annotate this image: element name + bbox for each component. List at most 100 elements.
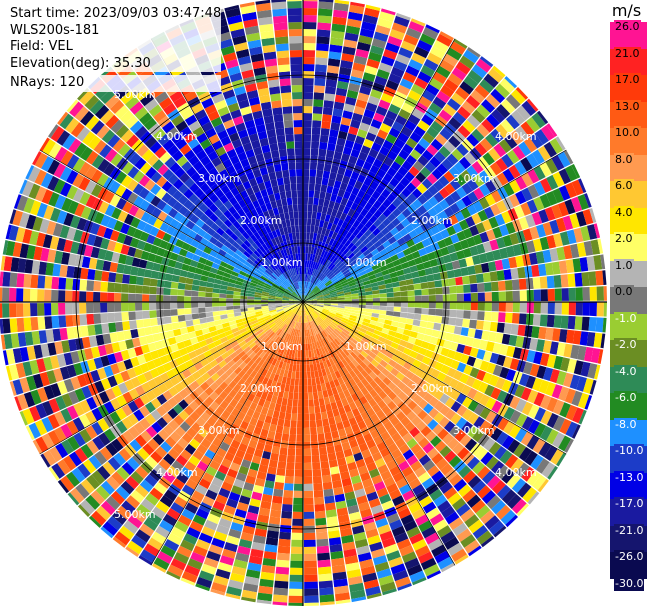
velocity-gate bbox=[336, 289, 344, 293]
velocity-gate bbox=[94, 270, 103, 281]
velocity-gate bbox=[329, 291, 337, 295]
velocity-gate bbox=[335, 284, 343, 290]
velocity-gate bbox=[340, 279, 348, 285]
velocity-gate bbox=[9, 318, 18, 333]
velocity-gate bbox=[428, 358, 438, 369]
velocity-gate bbox=[325, 86, 336, 95]
velocity-gate bbox=[552, 399, 565, 415]
velocity-gate bbox=[313, 287, 320, 294]
velocity-gate bbox=[363, 315, 372, 320]
velocity-gate bbox=[392, 396, 402, 406]
velocity-gate bbox=[411, 108, 425, 120]
velocity-gate bbox=[306, 281, 310, 289]
velocity-gate bbox=[419, 320, 428, 328]
velocity-gate bbox=[316, 302, 324, 305]
velocity-gate bbox=[571, 390, 583, 407]
velocity-gate bbox=[360, 183, 369, 193]
velocity-gate bbox=[290, 420, 297, 428]
velocity-gate bbox=[394, 454, 406, 466]
velocity-gate bbox=[511, 478, 526, 494]
velocity-gate bbox=[504, 280, 513, 291]
velocity-gate bbox=[421, 356, 431, 365]
velocity-gate bbox=[560, 274, 569, 288]
velocity-gate bbox=[546, 413, 559, 429]
velocity-gate bbox=[419, 495, 433, 508]
velocity-gate bbox=[448, 317, 457, 326]
velocity-gate bbox=[363, 177, 373, 187]
velocity-gate bbox=[314, 496, 325, 505]
velocity-gate bbox=[536, 365, 547, 379]
velocity-gate bbox=[297, 406, 303, 414]
velocity-gate bbox=[471, 378, 483, 391]
velocity-gate bbox=[536, 224, 547, 238]
velocity-gate bbox=[398, 427, 409, 438]
velocity-gate bbox=[353, 196, 363, 205]
velocity-gate bbox=[344, 139, 355, 149]
velocity-gate bbox=[313, 262, 318, 270]
velocity-gate bbox=[304, 532, 316, 540]
velocity-gate bbox=[587, 363, 598, 379]
velocity-gate bbox=[546, 429, 559, 445]
velocity-gate bbox=[588, 271, 597, 286]
velocity-gate bbox=[321, 467, 331, 476]
velocity-gate bbox=[428, 407, 439, 419]
velocity-gate bbox=[0, 287, 3, 302]
velocity-gate bbox=[374, 135, 385, 146]
velocity-gate bbox=[431, 265, 440, 274]
velocity-gate bbox=[304, 539, 316, 547]
velocity-gate bbox=[482, 241, 493, 253]
velocity-gate bbox=[320, 242, 326, 250]
velocity-gate bbox=[328, 238, 335, 246]
velocity-gate bbox=[355, 319, 363, 325]
velocity-gate bbox=[296, 434, 303, 442]
velocity-gate bbox=[508, 164, 521, 179]
velocity-gate bbox=[350, 290, 359, 295]
velocity-gate bbox=[379, 122, 392, 134]
velocity-gate bbox=[323, 100, 334, 109]
velocity-gate bbox=[351, 304, 359, 308]
velocity-gate bbox=[326, 336, 332, 343]
velocity-gate bbox=[319, 234, 325, 242]
velocity-gate bbox=[94, 324, 103, 335]
velocity-gate bbox=[498, 291, 506, 302]
velocity-gate bbox=[481, 330, 490, 341]
velocity-gate bbox=[476, 349, 486, 360]
velocity-gate bbox=[303, 297, 309, 302]
velocity-gate bbox=[290, 546, 303, 554]
velocity-gate bbox=[464, 438, 478, 452]
velocity-gate bbox=[30, 288, 38, 302]
velocity-gate bbox=[527, 419, 540, 434]
velocity-gate bbox=[307, 307, 313, 313]
velocity-gate bbox=[135, 302, 143, 311]
velocity-gate bbox=[347, 386, 356, 396]
velocity-gate bbox=[422, 89, 436, 102]
velocity-gate bbox=[370, 89, 383, 100]
velocity-gate bbox=[122, 321, 131, 331]
velocity-gate bbox=[303, 302, 310, 304]
velocity-gate bbox=[511, 498, 527, 514]
velocity-gate bbox=[311, 448, 320, 456]
velocity-gate bbox=[303, 71, 315, 79]
velocity-gate bbox=[509, 130, 524, 145]
velocity-gate bbox=[477, 292, 485, 302]
velocity-gate bbox=[297, 413, 303, 421]
velocity-gate bbox=[355, 279, 363, 285]
velocity-gate bbox=[278, 454, 287, 463]
velocity-gate bbox=[314, 71, 327, 80]
velocity-gate bbox=[558, 185, 571, 201]
velocity-gate bbox=[406, 284, 415, 291]
velocity-gate bbox=[495, 124, 509, 139]
velocity-gate bbox=[347, 344, 355, 352]
velocity-gate bbox=[352, 273, 361, 279]
velocity-gate bbox=[466, 356, 477, 367]
velocity-gate bbox=[448, 214, 459, 226]
velocity-gate bbox=[292, 511, 303, 519]
velocity-gate bbox=[420, 425, 432, 437]
velocity-gate bbox=[342, 206, 351, 215]
velocity-gate bbox=[337, 293, 345, 297]
velocity-gate bbox=[508, 256, 518, 269]
velocity-gate bbox=[338, 343, 346, 351]
velocity-gate bbox=[434, 361, 444, 372]
velocity-gate bbox=[589, 208, 597, 223]
velocity-gate bbox=[401, 334, 410, 342]
